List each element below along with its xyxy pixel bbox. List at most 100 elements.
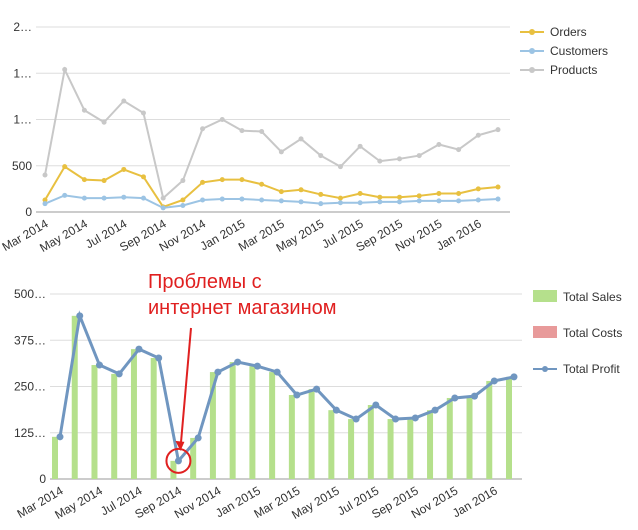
legend-label: Total Sales bbox=[563, 290, 622, 304]
marker bbox=[490, 377, 498, 385]
bar bbox=[170, 460, 177, 479]
marker bbox=[101, 195, 107, 201]
legend-marker bbox=[529, 29, 535, 35]
annotation: Проблемы с bbox=[148, 271, 262, 293]
marker bbox=[377, 194, 383, 200]
marker bbox=[259, 129, 265, 135]
marker bbox=[101, 178, 107, 184]
marker bbox=[416, 198, 422, 204]
marker bbox=[416, 153, 422, 159]
marker bbox=[332, 406, 340, 414]
marker bbox=[495, 196, 501, 202]
bar bbox=[52, 436, 58, 479]
marker bbox=[495, 184, 501, 190]
marker bbox=[121, 98, 127, 104]
marker bbox=[337, 195, 343, 201]
marker bbox=[278, 198, 284, 204]
bar bbox=[506, 376, 512, 479]
marker bbox=[475, 186, 481, 192]
y-tick-label: 125… bbox=[14, 426, 46, 440]
marker bbox=[140, 110, 146, 116]
marker bbox=[81, 177, 87, 183]
bar bbox=[269, 372, 276, 479]
bar bbox=[328, 410, 335, 479]
y-tick-label: 250… bbox=[14, 380, 46, 394]
marker bbox=[337, 200, 343, 206]
marker bbox=[337, 164, 343, 170]
legend-label: Total Costs bbox=[563, 326, 623, 340]
marker bbox=[140, 195, 146, 201]
marker bbox=[397, 199, 403, 205]
marker bbox=[416, 193, 422, 199]
marker bbox=[475, 132, 481, 138]
y-tick-label: 500… bbox=[14, 287, 46, 301]
marker bbox=[160, 205, 166, 211]
marker bbox=[42, 172, 48, 178]
y-tick-label: 500 bbox=[12, 159, 32, 173]
bar bbox=[111, 373, 118, 479]
bar bbox=[486, 380, 493, 479]
marker bbox=[180, 197, 186, 203]
marker bbox=[352, 415, 360, 423]
line bbox=[58, 310, 515, 465]
bar bbox=[308, 389, 315, 479]
x-tick-label: Jan 2016 bbox=[434, 216, 484, 253]
marker bbox=[239, 177, 245, 183]
marker bbox=[115, 370, 123, 378]
bar bbox=[130, 349, 137, 479]
marker bbox=[121, 166, 127, 172]
marker bbox=[278, 189, 284, 195]
marker bbox=[62, 164, 68, 170]
annotation-circle bbox=[165, 447, 192, 474]
y-tick-label: 0 bbox=[25, 205, 32, 219]
marker bbox=[253, 362, 261, 370]
line bbox=[44, 194, 499, 209]
bar bbox=[466, 396, 473, 479]
marker bbox=[140, 174, 146, 180]
bar bbox=[387, 419, 394, 479]
marker bbox=[436, 191, 442, 196]
marker bbox=[377, 199, 383, 205]
marker bbox=[456, 198, 462, 204]
y-tick-label: 1… bbox=[13, 113, 32, 127]
marker bbox=[42, 201, 48, 207]
y-tick-label: 1… bbox=[13, 66, 32, 80]
marker bbox=[298, 187, 304, 193]
y-tick-label: 0 bbox=[39, 472, 46, 486]
legend-label: Products bbox=[550, 63, 598, 77]
y-tick-label: 375… bbox=[14, 333, 46, 347]
annotation-arrow bbox=[179, 327, 192, 449]
marker bbox=[56, 433, 64, 441]
bar bbox=[348, 419, 355, 479]
marker bbox=[357, 200, 363, 206]
legend-label: Total Profit bbox=[563, 362, 620, 376]
bar bbox=[407, 417, 414, 479]
marker bbox=[377, 158, 383, 164]
legend-swatch bbox=[533, 326, 557, 338]
marker bbox=[293, 391, 301, 399]
bar bbox=[71, 315, 78, 479]
marker bbox=[200, 179, 206, 185]
legend-swatch bbox=[533, 290, 557, 302]
marker bbox=[180, 203, 186, 209]
bar bbox=[229, 362, 236, 479]
bar bbox=[249, 366, 256, 479]
marker bbox=[298, 199, 304, 205]
marker bbox=[239, 128, 245, 134]
marker bbox=[200, 126, 206, 132]
legend-marker bbox=[529, 67, 535, 73]
marker bbox=[239, 196, 245, 202]
bar bbox=[446, 397, 453, 479]
bar bbox=[209, 372, 216, 479]
marker bbox=[471, 392, 479, 400]
marker bbox=[155, 354, 163, 362]
marker bbox=[76, 312, 84, 320]
marker bbox=[234, 358, 242, 366]
marker bbox=[436, 198, 442, 204]
marker bbox=[259, 197, 265, 203]
marker bbox=[62, 192, 68, 198]
legend-label: Customers bbox=[550, 44, 609, 58]
marker bbox=[318, 153, 324, 159]
marker bbox=[318, 191, 324, 197]
